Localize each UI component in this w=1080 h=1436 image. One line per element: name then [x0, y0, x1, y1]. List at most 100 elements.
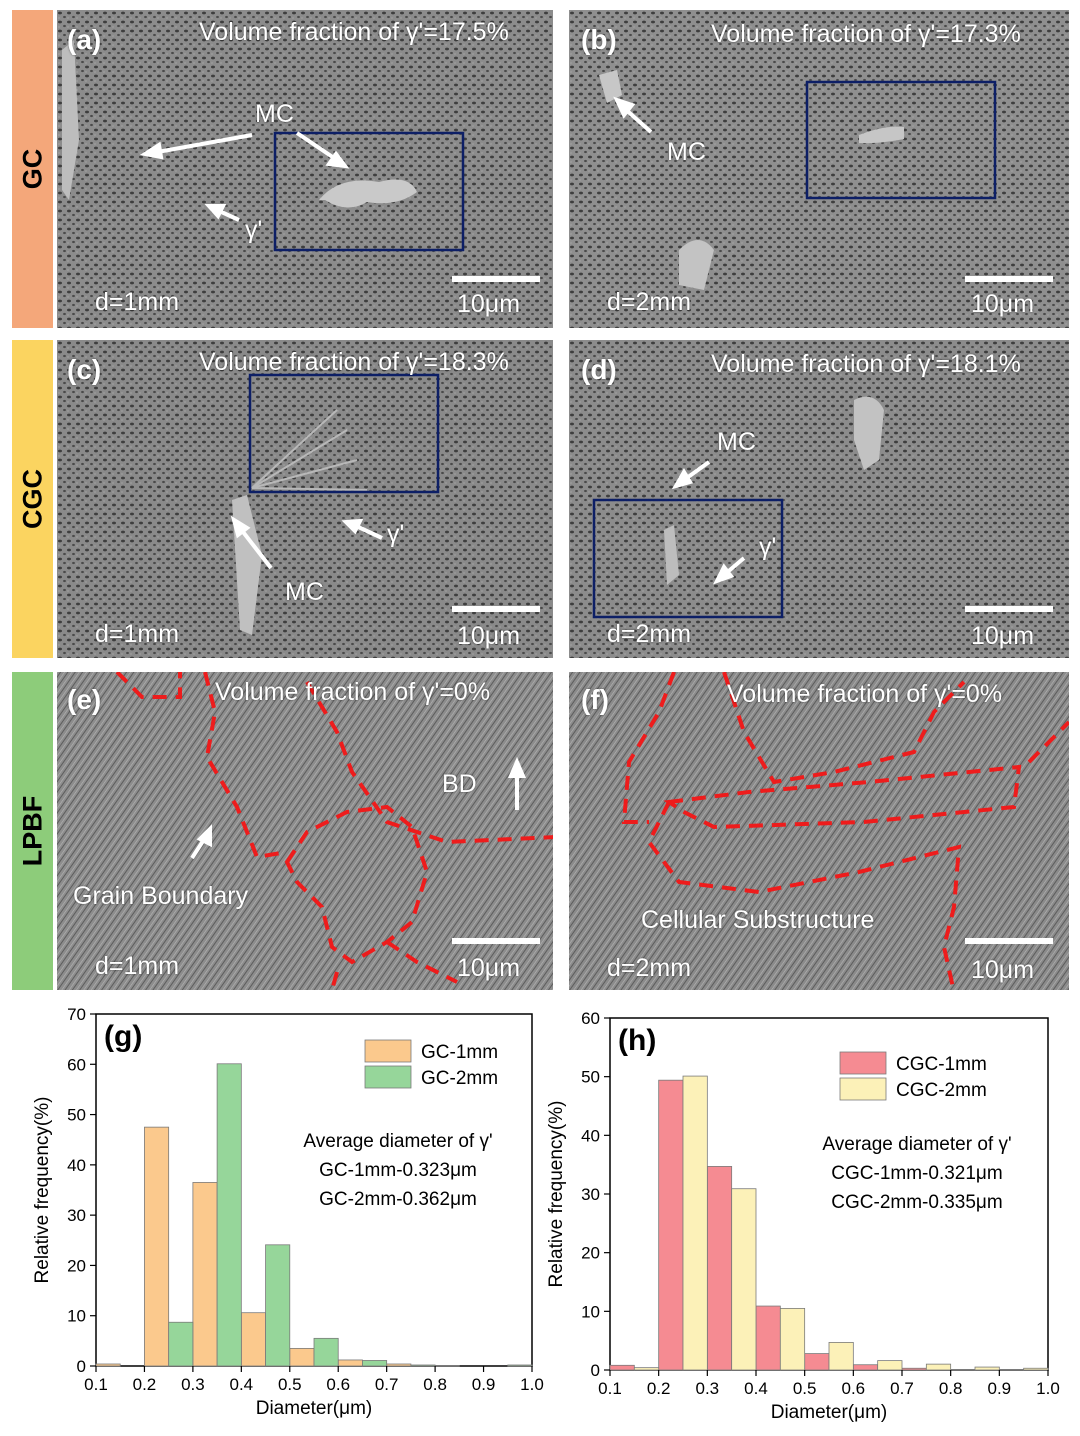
bar-CGC-1mm-0.1 — [609, 1364, 635, 1371]
sem-micrograph-d — [569, 340, 1069, 658]
cellular-substructure-label: Cellular Substructure — [641, 906, 875, 934]
micrograph-panel-c: (c) Volume fraction of γ'=18.3% MC γ' d=… — [57, 340, 553, 658]
scale-bar — [965, 938, 1053, 944]
volume-fraction-label: Volume fraction of γ'=0% — [727, 680, 1003, 708]
panel-label-(h): (h) — [618, 1024, 656, 1057]
x-tick-label: 0.9 — [472, 1375, 496, 1394]
x-tick-label: 0.7 — [890, 1379, 914, 1398]
x-tick-label: 0.6 — [842, 1379, 866, 1398]
bar-GC-2mm-0.5 — [313, 1337, 339, 1367]
distance-label: d=1mm — [95, 620, 180, 648]
bar-CGC-2mm-0.7 — [925, 1363, 952, 1371]
histogram-h-svg: 0.1 0.2 0.3 0.4 0.5 0.6 0.7 0.8 0.9 1.0 0 10 20 30 40 5… — [546, 1009, 1060, 1423]
panel-label-f: (f) — [581, 684, 609, 715]
bar-GC-2mm-0.3 — [216, 1063, 242, 1367]
x-tick-label: 0.2 — [647, 1379, 671, 1398]
x-tick-label: 0.4 — [744, 1379, 768, 1398]
histogram-g-svg: 0.1 0.2 0.3 0.4 0.5 0.6 0.7 0.8 0.9 1.0 0 10 20 30 40 5… — [32, 1005, 544, 1419]
x-tick-label: 0.2 — [133, 1375, 157, 1394]
x-tick-label: 1.0 — [520, 1375, 544, 1394]
y-tick-label: 70 — [67, 1005, 86, 1024]
panel-label-c: (c) — [67, 354, 102, 385]
micrograph-panel-d: (d) Volume fraction of γ'=18.1% MC γ' d=… — [569, 340, 1069, 658]
x-tick-label: 0.6 — [326, 1375, 350, 1394]
bar-GC-2mm-0.7 — [410, 1364, 436, 1367]
panel-label-a: (a) — [67, 24, 102, 55]
y-tick-label: 30 — [67, 1206, 86, 1225]
average-diameter-annotation: GC-2mm-0.362μm — [319, 1189, 477, 1210]
panel-label-d: (d) — [581, 354, 617, 385]
row-label-text: LPBF — [17, 795, 47, 867]
x-tick-label: 0.1 — [84, 1375, 108, 1394]
y-tick-label: 50 — [67, 1106, 86, 1125]
bar-CGC-2mm-0.2 — [682, 1075, 708, 1371]
bar-CGC-1mm-0.6 — [852, 1364, 879, 1371]
row-label-text: CGC — [17, 469, 47, 529]
average-diameter-annotation: CGC-1mm-0.321μm — [831, 1163, 1002, 1184]
bar-GC-2mm-0.2 — [168, 1321, 194, 1367]
micrograph-panel-e: (e) Volume fraction of γ'=0% BD Grain Bo… — [57, 672, 553, 990]
scale-bar-label: 10μm — [457, 622, 521, 650]
gamma-prime-label: γ' — [245, 216, 263, 244]
distance-label: d=2mm — [607, 620, 692, 648]
legend-swatch-GC-1mm — [364, 1039, 412, 1063]
bar-CGC-2mm-0.3 — [731, 1188, 757, 1371]
y-tick-label: 30 — [581, 1185, 600, 1204]
scale-bar — [965, 276, 1053, 282]
volume-fraction-label: Volume fraction of γ'=18.3% — [199, 348, 509, 376]
bar-CGC-2mm-0.6 — [877, 1360, 903, 1371]
y-tick-label: 50 — [581, 1068, 600, 1087]
bar-GC-2mm-0.9 — [507, 1364, 533, 1367]
row-label-text: GC — [17, 148, 47, 190]
bar-GC-2mm-0.4 — [265, 1244, 291, 1367]
bar-CGC-2mm-0.4 — [779, 1307, 806, 1371]
y-tick-label: 60 — [581, 1009, 600, 1028]
x-tick-label: 0.8 — [423, 1375, 447, 1394]
panel-label-e: (e) — [67, 684, 102, 715]
x-tick-label: 0.5 — [793, 1379, 817, 1398]
x-tick-label: 0.3 — [181, 1375, 205, 1394]
scale-bar-label: 10μm — [457, 290, 521, 318]
bar-CGC-2mm-0.1 — [633, 1367, 660, 1371]
sem-micrograph-f — [569, 672, 1069, 990]
average-diameter-annotation: GC-1mm-0.323μm — [319, 1160, 477, 1181]
distance-label: d=1mm — [95, 952, 180, 980]
x-tick-label: 0.4 — [230, 1375, 254, 1394]
mc-label: MC — [255, 100, 294, 128]
row-label-gc: GC — [12, 10, 53, 328]
histogram-chart-h: 0.1 0.2 0.3 0.4 0.5 0.6 0.7 0.8 0.9 1.0 0 10 20 30 40 5… — [545, 1000, 1080, 1436]
distance-label: d=2mm — [607, 954, 692, 982]
sem-micrograph-c — [57, 340, 553, 658]
x-axis-label: Diameter(μm) — [771, 1402, 888, 1423]
scale-bar — [452, 276, 540, 282]
x-axis-label: Diameter(μm) — [256, 1398, 373, 1419]
average-diameter-annotation: Average diameter of γ' — [822, 1134, 1011, 1155]
scale-bar — [452, 606, 540, 612]
gamma-prime-label: γ' — [387, 520, 405, 548]
micrograph-panel-a: (a) Volume fraction of γ'=17.5% MC γ' d=… — [57, 10, 553, 328]
volume-fraction-label: Volume fraction of γ'=17.3% — [711, 20, 1021, 48]
bar-GC-1mm-0.2 — [144, 1126, 170, 1367]
legend-swatch-GC-2mm — [364, 1065, 412, 1089]
x-tick-label: 0.3 — [696, 1379, 720, 1398]
row-label-cgc: CGC — [12, 340, 53, 658]
build-direction-label: BD — [442, 770, 477, 798]
y-axis-label: Relative frequency(%) — [32, 1097, 53, 1284]
volume-fraction-label: Volume fraction of γ'=17.5% — [199, 18, 509, 46]
average-diameter-annotation: CGC-2mm-0.335μm — [831, 1192, 1002, 1213]
gamma-prime-label: γ' — [759, 533, 777, 561]
mc-label: MC — [667, 138, 706, 166]
micrograph-panel-b: (b) Volume fraction of γ'=17.3% MC d=2mm… — [569, 10, 1069, 328]
x-tick-label: 1.0 — [1036, 1379, 1060, 1398]
y-tick-label: 20 — [581, 1244, 600, 1263]
scale-bar-label: 10μm — [971, 290, 1035, 318]
scale-bar-label: 10μm — [971, 956, 1035, 984]
bar-GC-1mm-0.8 — [434, 1365, 460, 1367]
y-tick-label: 10 — [581, 1302, 600, 1321]
volume-fraction-label: Volume fraction of γ'=0% — [215, 678, 491, 706]
x-tick-label: 0.5 — [278, 1375, 302, 1394]
bar-CGC-1mm-0.8 — [950, 1369, 976, 1371]
x-tick-label: 0.7 — [375, 1375, 399, 1394]
bar-GC-1mm-0.1 — [95, 1363, 121, 1367]
sem-micrograph-e — [57, 672, 553, 990]
